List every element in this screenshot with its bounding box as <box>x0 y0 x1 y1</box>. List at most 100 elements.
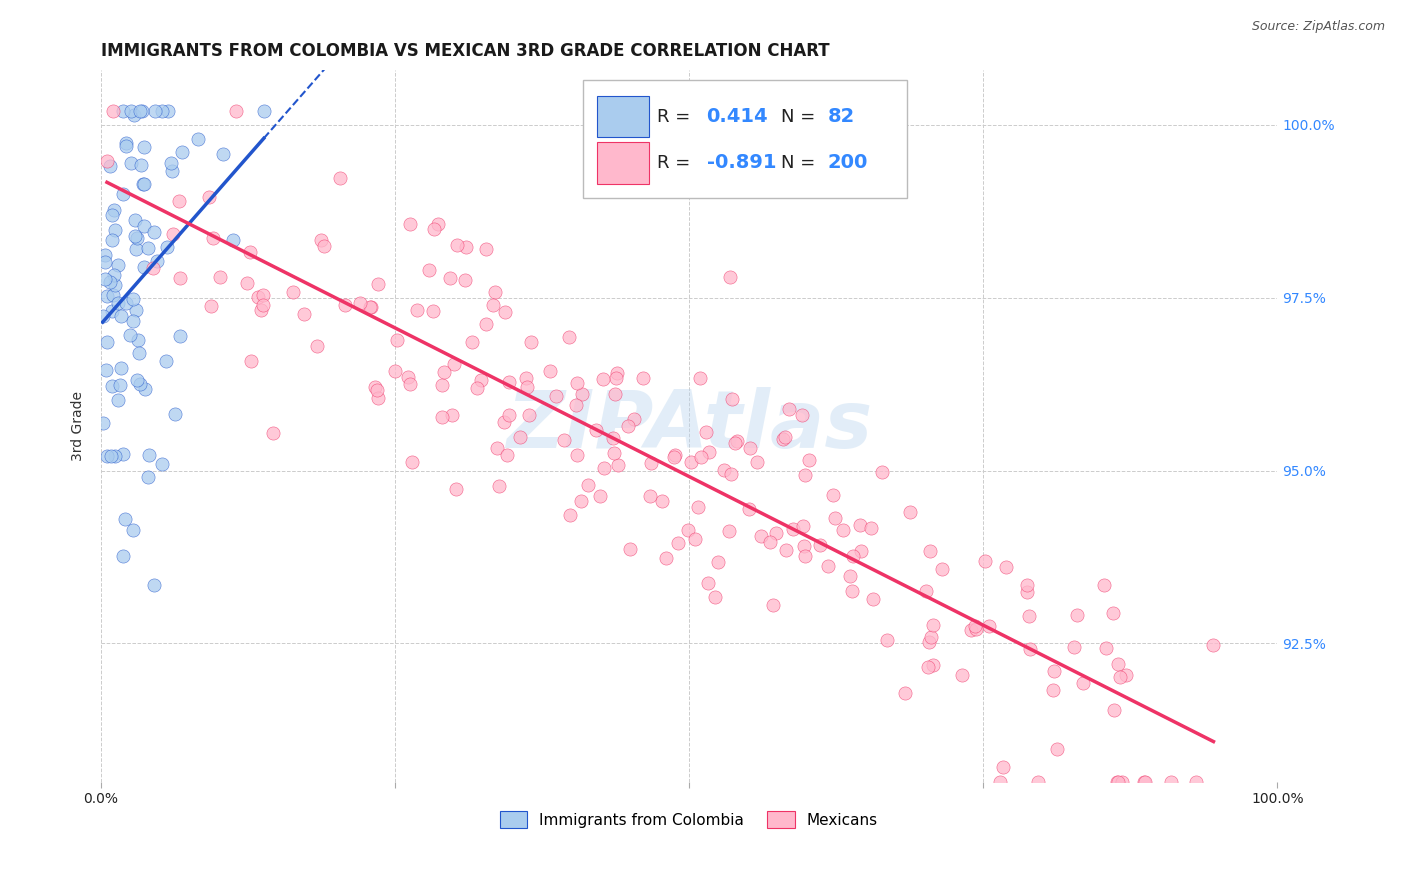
Point <box>446 237 468 252</box>
Point <box>794 468 817 483</box>
Point <box>842 549 865 564</box>
Point <box>991 760 1014 774</box>
Point <box>115 296 138 310</box>
Point <box>793 539 815 553</box>
Point <box>1015 585 1038 599</box>
Text: R =: R = <box>657 108 696 126</box>
Point <box>110 360 132 375</box>
Point <box>988 774 1011 789</box>
Point <box>1063 640 1085 654</box>
Point <box>454 240 477 254</box>
Point <box>101 233 124 247</box>
Point <box>432 377 454 392</box>
Point <box>498 375 520 389</box>
Point <box>792 408 814 422</box>
Point <box>1107 774 1129 789</box>
Point <box>664 448 686 462</box>
Point <box>738 501 761 516</box>
Point <box>651 494 673 508</box>
Point <box>870 466 893 480</box>
Point <box>160 163 183 178</box>
Point <box>517 408 540 422</box>
Point <box>920 630 942 644</box>
Point <box>120 104 142 119</box>
Point <box>132 177 155 191</box>
Point <box>110 309 132 323</box>
Point <box>558 330 581 344</box>
Point <box>494 415 516 429</box>
Point <box>134 139 156 153</box>
Point <box>162 227 184 241</box>
Point <box>143 104 166 119</box>
Point <box>640 490 662 504</box>
Point <box>1018 609 1040 624</box>
Point <box>401 455 423 469</box>
Point <box>808 538 831 552</box>
Point <box>725 434 748 448</box>
Point <box>585 423 607 437</box>
Text: Source: ZipAtlas.com: Source: ZipAtlas.com <box>1251 20 1385 33</box>
Point <box>565 448 588 462</box>
Point <box>560 508 582 522</box>
Point <box>367 277 389 291</box>
Point <box>112 447 135 461</box>
Point <box>1042 683 1064 698</box>
Point <box>793 549 815 563</box>
Point <box>94 362 117 376</box>
Point <box>96 335 118 350</box>
Point <box>101 379 124 393</box>
Point <box>104 278 127 293</box>
Point <box>762 598 785 612</box>
Point <box>212 147 235 161</box>
Point <box>112 104 135 119</box>
Point <box>461 335 484 350</box>
Point <box>917 660 939 674</box>
Point <box>118 327 141 342</box>
Point <box>544 389 567 403</box>
Point <box>603 386 626 401</box>
Point <box>623 411 645 425</box>
Point <box>602 431 624 445</box>
Point <box>713 463 735 477</box>
Point <box>444 483 467 497</box>
Point <box>1107 774 1129 789</box>
Point <box>721 392 744 407</box>
Point <box>152 104 174 119</box>
Point <box>364 380 387 394</box>
Point <box>1046 742 1069 756</box>
Point <box>697 445 720 459</box>
Point <box>292 307 315 321</box>
FancyBboxPatch shape <box>598 142 650 184</box>
Point <box>950 667 973 681</box>
Point <box>775 543 797 558</box>
Point <box>965 622 987 636</box>
Point <box>738 441 761 455</box>
Point <box>1102 703 1125 717</box>
Point <box>778 402 800 417</box>
Point <box>686 500 709 515</box>
Point <box>115 136 138 150</box>
Point <box>683 533 706 547</box>
Point <box>311 233 333 247</box>
Point <box>114 512 136 526</box>
Point <box>918 544 941 558</box>
Point <box>169 271 191 285</box>
Point <box>441 408 464 422</box>
Point <box>405 302 427 317</box>
Point <box>589 489 612 503</box>
Legend: Immigrants from Colombia, Mexicans: Immigrants from Colombia, Mexicans <box>494 805 884 835</box>
Point <box>423 221 446 235</box>
Point <box>443 357 465 371</box>
Point <box>765 526 787 541</box>
Point <box>690 450 713 464</box>
Point <box>124 108 146 122</box>
Point <box>876 633 898 648</box>
Point <box>631 371 654 385</box>
Point <box>125 231 148 245</box>
Point <box>142 261 165 276</box>
Point <box>305 339 328 353</box>
Point <box>132 260 155 274</box>
Point <box>676 523 699 537</box>
Point <box>797 453 820 467</box>
Text: N =: N = <box>780 154 815 172</box>
